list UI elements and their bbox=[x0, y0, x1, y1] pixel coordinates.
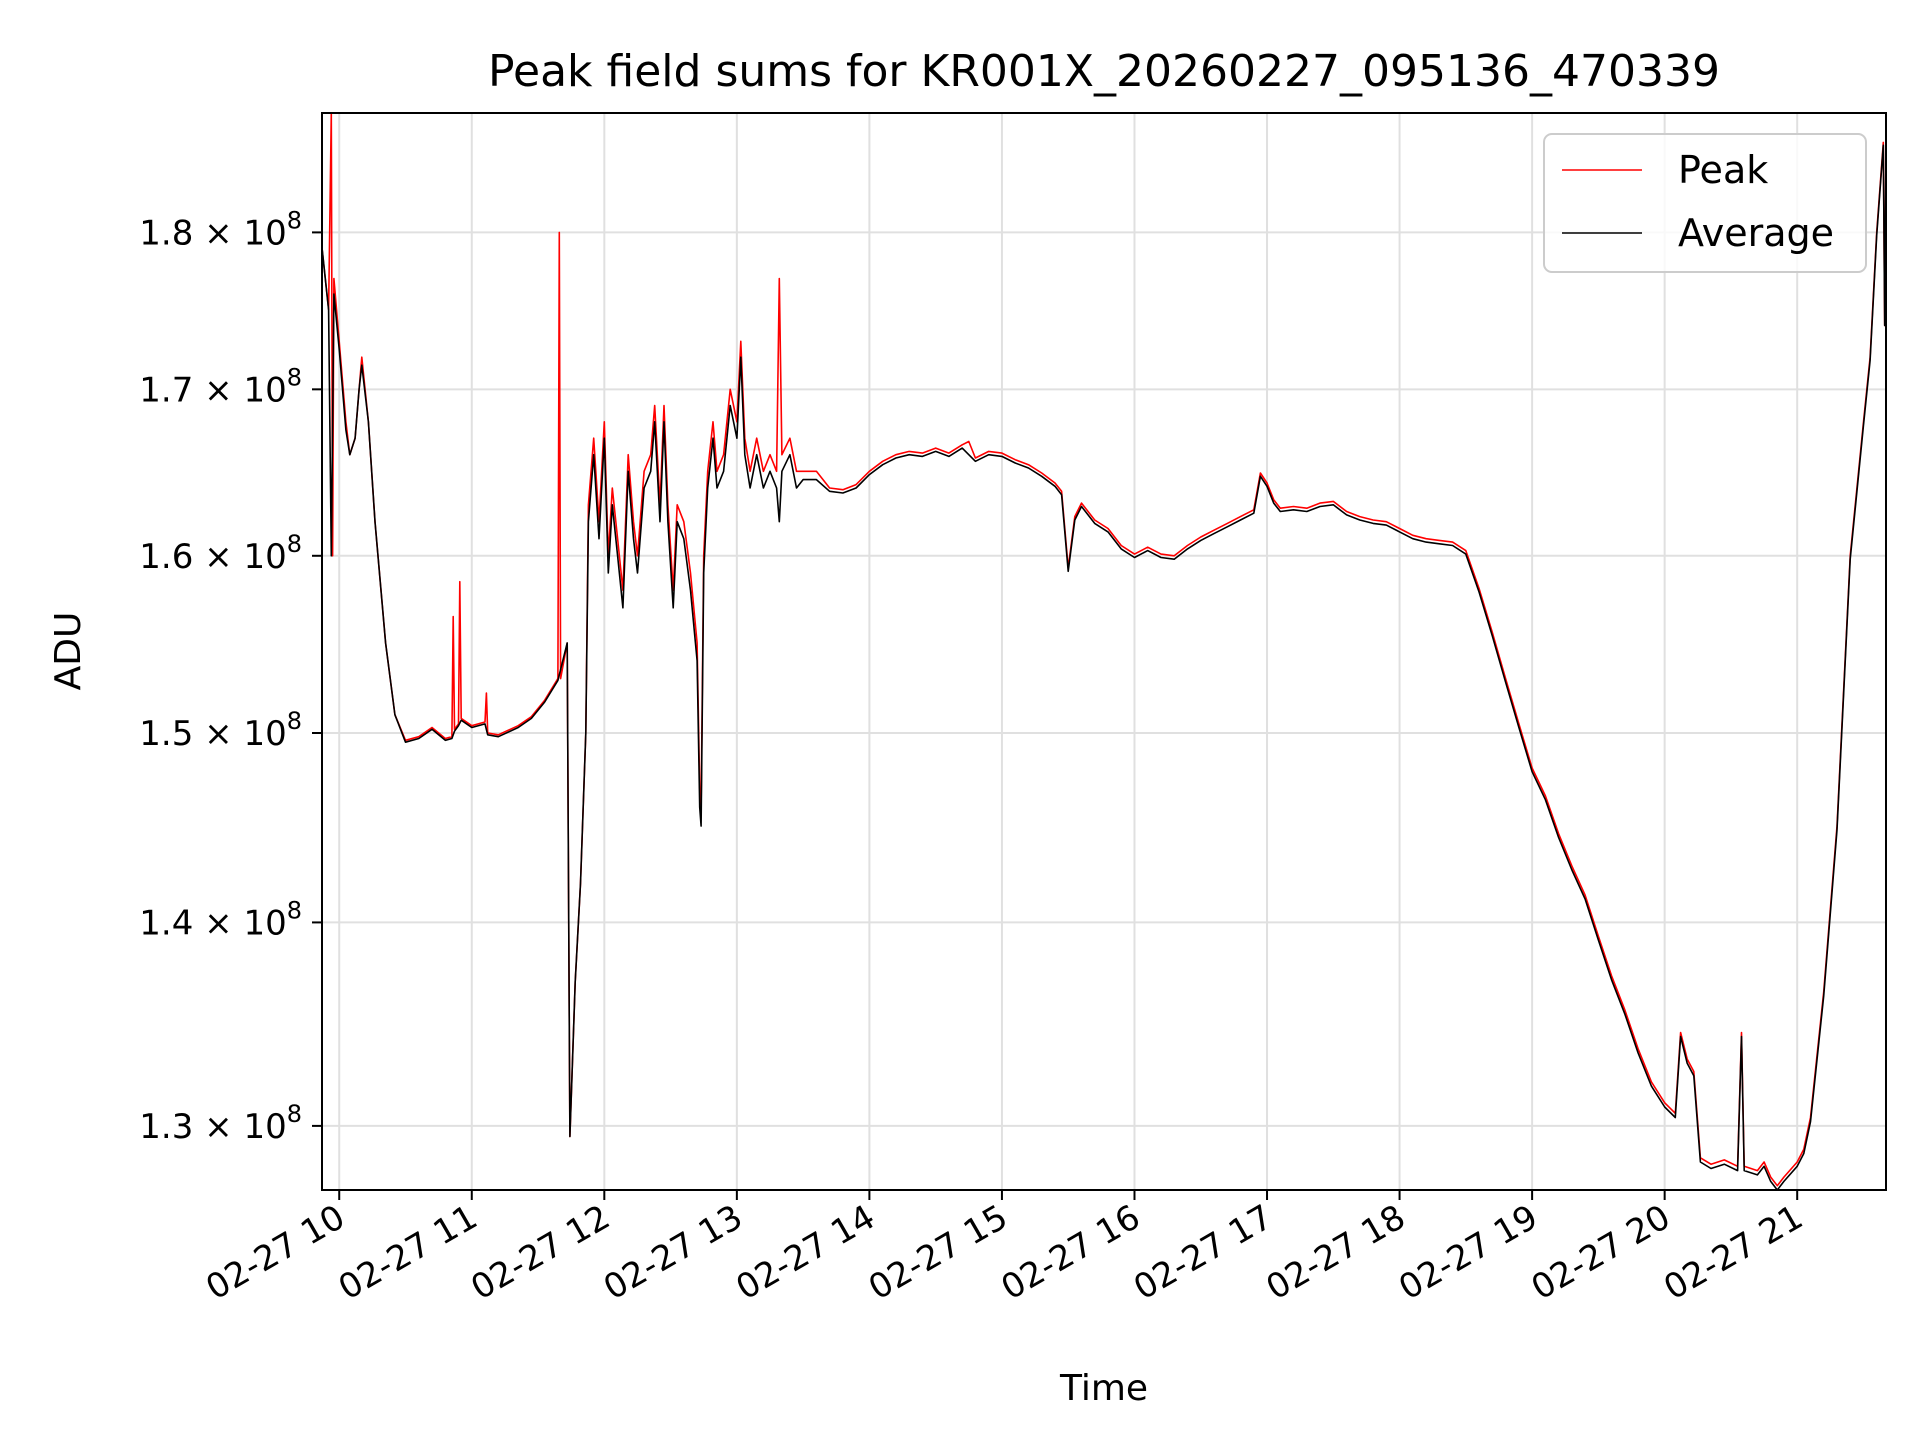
y-tick-exponent: 8 bbox=[287, 363, 302, 391]
grid bbox=[322, 113, 1886, 1190]
y-tick-mantissa: 1.8 × 10 bbox=[139, 213, 286, 253]
y-tick-label: 1.8 × 108 bbox=[139, 206, 302, 253]
y-tick-exponent: 8 bbox=[287, 896, 302, 924]
legend-label-average: Average bbox=[1678, 211, 1834, 255]
y-tick-exponent: 8 bbox=[287, 206, 302, 234]
y-tick-mantissa: 1.3 × 10 bbox=[139, 1107, 286, 1147]
y-tick-label: 1.7 × 108 bbox=[139, 363, 302, 410]
y-tick-exponent: 8 bbox=[287, 1100, 302, 1128]
y-tick-exponent: 8 bbox=[287, 707, 302, 735]
legend-label-peak: Peak bbox=[1678, 148, 1768, 192]
plot-frame bbox=[321, 112, 1887, 1191]
y-tick-mantissa: 1.4 × 10 bbox=[139, 903, 286, 943]
chart-title: Peak field sums for KR001X_20260227_0951… bbox=[488, 46, 1720, 97]
series-layer bbox=[321, 112, 1887, 1191]
y-tick-label: 1.6 × 108 bbox=[139, 530, 302, 577]
y-tick-label: 1.3 × 108 bbox=[139, 1100, 302, 1147]
y-tick-mantissa: 1.7 × 10 bbox=[139, 370, 286, 410]
y-tick-mantissa: 1.6 × 10 bbox=[139, 537, 286, 577]
series-line-peak bbox=[321, 112, 1887, 1187]
y-tick-label: 1.5 × 108 bbox=[139, 707, 302, 754]
y-tick-mantissa: 1.5 × 10 bbox=[139, 714, 286, 754]
y-axis-title: ADU bbox=[48, 612, 89, 691]
legend-box bbox=[1543, 133, 1867, 273]
x-axis-title: Time bbox=[1059, 1368, 1148, 1409]
legend: Peak Average bbox=[1543, 133, 1867, 273]
series-line-average bbox=[321, 144, 1887, 1191]
y-tick-exponent: 8 bbox=[287, 530, 302, 558]
y-tick-label: 1.4 × 108 bbox=[139, 896, 302, 943]
